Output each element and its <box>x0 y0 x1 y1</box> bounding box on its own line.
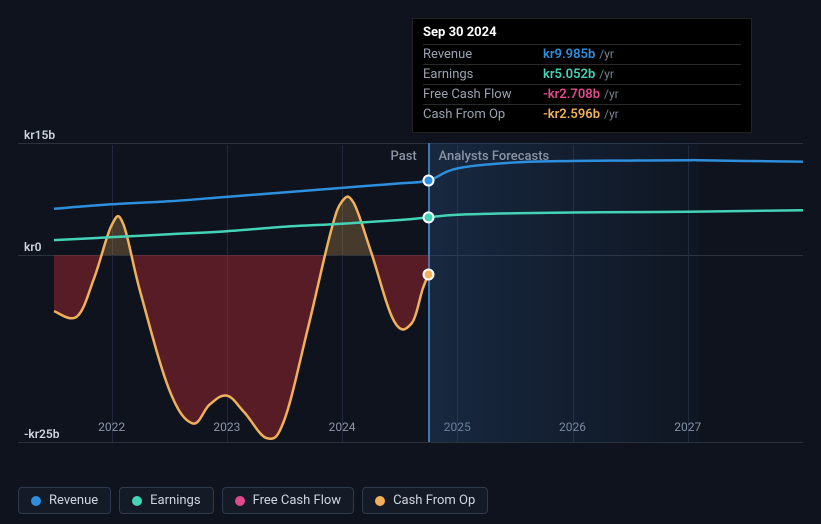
tooltip-row: Revenuekr9.985b/yr <box>423 44 741 64</box>
legend-item-label: Cash From Op <box>393 493 475 508</box>
tooltip-row-label: Earnings <box>423 67 543 82</box>
tooltip-row-label: Cash From Op <box>423 107 543 122</box>
tooltip-row-unit: /yr <box>604 87 619 101</box>
tooltip-row-label: Revenue <box>423 47 543 62</box>
legend-item-revenue[interactable]: Revenue <box>18 487 111 514</box>
legend-item-label: Earnings <box>150 493 200 508</box>
tooltip-row-value: kr9.985b <box>543 47 595 62</box>
tooltip-row-value: kr5.052b <box>543 67 595 82</box>
legend-item-earnings[interactable]: Earnings <box>119 487 213 514</box>
tooltip-row: Earningskr5.052b/yr <box>423 64 741 84</box>
tooltip-row: Cash From Op-kr2.596b/yr <box>423 104 741 124</box>
legend-item-cash_from_op[interactable]: Cash From Op <box>362 487 488 514</box>
revenue-marker <box>424 175 434 185</box>
tooltip-row-value: -kr2.708b <box>543 87 600 102</box>
tooltip-row: Free Cash Flow-kr2.708b/yr <box>423 84 741 104</box>
tooltip: Sep 30 2024 Revenuekr9.985b/yrEarningskr… <box>412 18 752 133</box>
legend-item-free_cash_flow[interactable]: Free Cash Flow <box>222 487 354 514</box>
legend-item-label: Free Cash Flow <box>253 493 341 508</box>
legend-dot-icon <box>31 496 41 506</box>
legend-dot-icon <box>235 496 245 506</box>
cash_from_op-marker <box>424 270 434 280</box>
tooltip-row-unit: /yr <box>604 107 619 121</box>
tooltip-row-unit: /yr <box>599 67 614 81</box>
legend: Revenue Earnings Free Cash Flow Cash From O… <box>18 487 488 514</box>
legend-dot-icon <box>375 496 385 506</box>
earnings-marker <box>424 212 434 222</box>
legend-dot-icon <box>132 496 142 506</box>
tooltip-title: Sep 30 2024 <box>423 25 741 40</box>
tooltip-row-label: Free Cash Flow <box>423 87 543 102</box>
tooltip-row-value: -kr2.596b <box>543 107 600 122</box>
legend-item-label: Revenue <box>49 493 98 508</box>
tooltip-row-unit: /yr <box>599 47 614 61</box>
